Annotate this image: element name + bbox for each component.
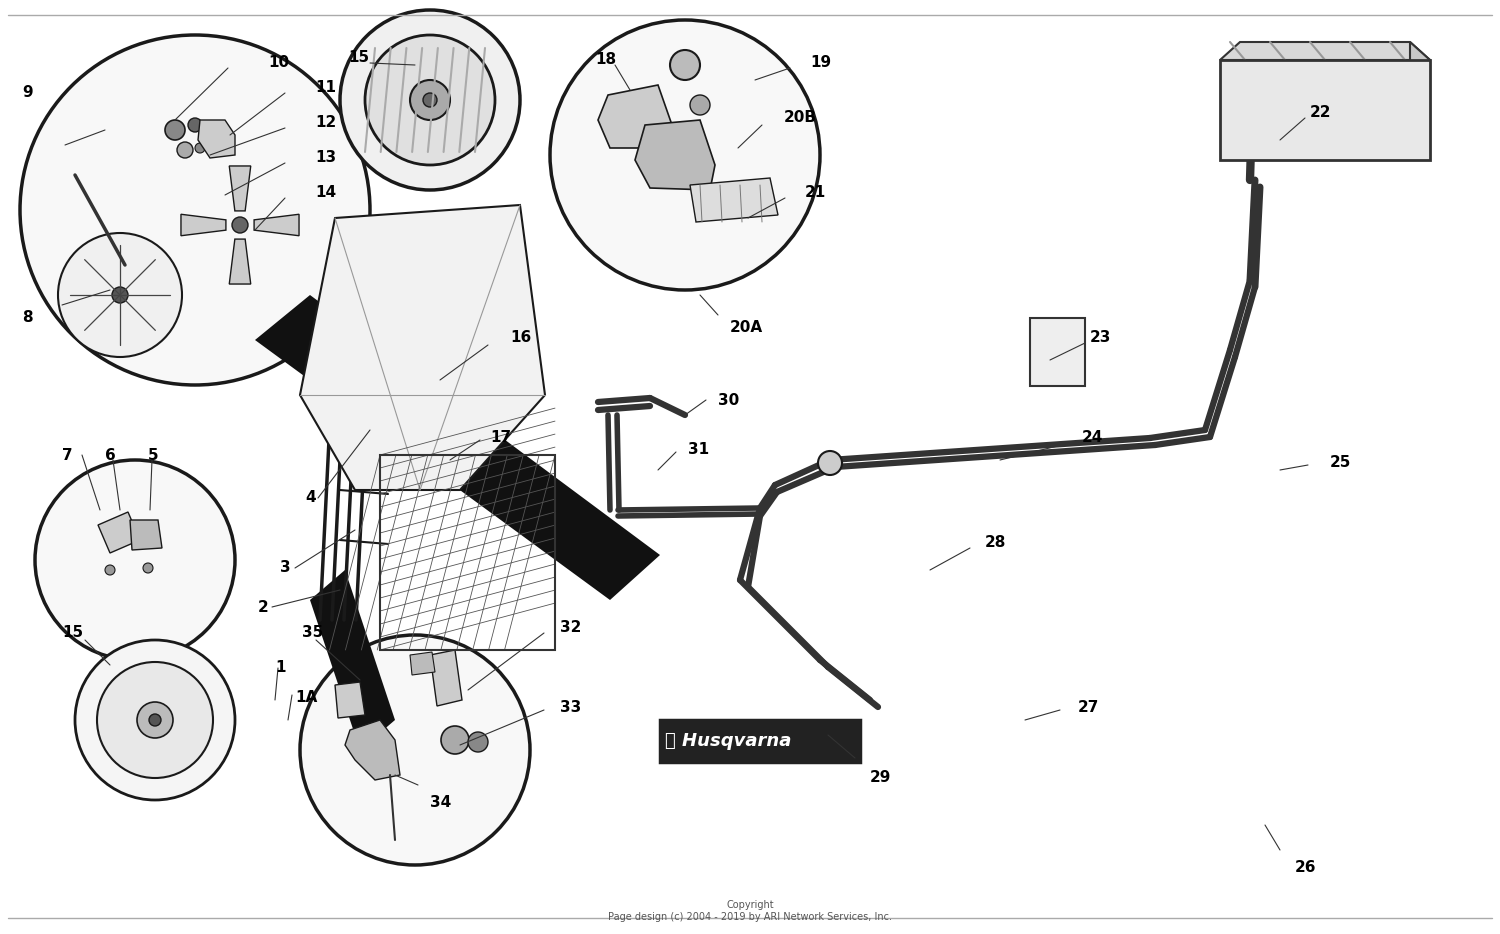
Text: ⓗ Husqvarna: ⓗ Husqvarna — [664, 732, 792, 750]
Text: 20B: 20B — [784, 110, 818, 125]
Text: 12: 12 — [315, 115, 336, 130]
Polygon shape — [598, 85, 672, 148]
Circle shape — [98, 662, 213, 778]
Text: 29: 29 — [870, 770, 891, 785]
Circle shape — [818, 451, 842, 475]
Circle shape — [20, 35, 370, 385]
Text: 34: 34 — [430, 795, 451, 810]
Text: 24: 24 — [1082, 430, 1104, 445]
Polygon shape — [334, 682, 364, 718]
Text: 8: 8 — [22, 310, 33, 325]
Circle shape — [550, 20, 820, 290]
Text: 13: 13 — [315, 150, 336, 165]
Circle shape — [410, 80, 450, 120]
Polygon shape — [130, 520, 162, 550]
Text: 15: 15 — [62, 625, 82, 640]
Polygon shape — [182, 214, 226, 235]
Polygon shape — [98, 512, 140, 553]
Text: 28: 28 — [986, 535, 1006, 550]
Text: 25: 25 — [1330, 455, 1352, 470]
Text: 22: 22 — [1310, 105, 1332, 120]
Text: 1A: 1A — [296, 690, 318, 705]
Text: 17: 17 — [490, 430, 512, 445]
Text: 35: 35 — [302, 625, 324, 640]
Polygon shape — [254, 214, 298, 235]
Circle shape — [195, 143, 206, 153]
Circle shape — [177, 142, 194, 158]
Bar — [1220, 60, 1430, 160]
Polygon shape — [198, 120, 236, 158]
Polygon shape — [300, 205, 544, 490]
Text: 30: 30 — [718, 393, 740, 408]
Text: 10: 10 — [268, 55, 290, 70]
Text: 21: 21 — [806, 185, 826, 200]
Polygon shape — [690, 178, 778, 222]
Circle shape — [690, 95, 709, 115]
Circle shape — [148, 714, 160, 726]
Text: 14: 14 — [315, 185, 336, 200]
Text: 31: 31 — [688, 442, 709, 457]
Bar — [660, 720, 859, 762]
Polygon shape — [430, 650, 462, 706]
Circle shape — [300, 635, 530, 865]
Polygon shape — [310, 570, 394, 750]
Text: 2: 2 — [258, 600, 268, 615]
Text: 16: 16 — [510, 330, 531, 345]
Text: 6: 6 — [105, 448, 116, 463]
Text: 7: 7 — [62, 448, 72, 463]
Polygon shape — [634, 120, 716, 190]
Circle shape — [142, 563, 153, 573]
Circle shape — [75, 640, 236, 800]
Text: 27: 27 — [1078, 700, 1100, 715]
Text: 1: 1 — [274, 660, 285, 675]
Text: 11: 11 — [315, 80, 336, 95]
Text: 32: 32 — [560, 620, 582, 635]
Text: 4: 4 — [304, 490, 315, 505]
Text: 26: 26 — [1294, 860, 1317, 875]
Circle shape — [232, 217, 248, 233]
Text: 33: 33 — [560, 700, 582, 715]
Circle shape — [105, 565, 116, 575]
Text: Copyright
Page design (c) 2004 - 2019 by ARI Network Services, Inc.: Copyright Page design (c) 2004 - 2019 by… — [608, 900, 892, 922]
Polygon shape — [255, 295, 660, 600]
Circle shape — [34, 460, 236, 660]
Circle shape — [58, 233, 182, 357]
Text: 18: 18 — [596, 52, 616, 67]
Text: 3: 3 — [280, 560, 291, 575]
Circle shape — [340, 10, 520, 190]
Polygon shape — [1410, 42, 1430, 160]
Circle shape — [136, 702, 172, 738]
Circle shape — [112, 287, 128, 303]
Polygon shape — [1220, 42, 1430, 60]
Text: 9: 9 — [22, 85, 33, 100]
Polygon shape — [410, 652, 435, 675]
Circle shape — [468, 732, 488, 752]
Circle shape — [364, 35, 495, 165]
Text: 19: 19 — [810, 55, 831, 70]
Circle shape — [423, 93, 436, 107]
Polygon shape — [230, 166, 251, 211]
Circle shape — [188, 118, 202, 132]
Polygon shape — [345, 720, 400, 780]
Circle shape — [165, 120, 184, 140]
Circle shape — [441, 726, 470, 754]
Text: 20A: 20A — [730, 320, 764, 335]
Text: 5: 5 — [148, 448, 159, 463]
Text: 15: 15 — [348, 50, 369, 65]
Text: 23: 23 — [1090, 330, 1112, 345]
Circle shape — [670, 50, 700, 80]
Polygon shape — [230, 239, 251, 284]
Bar — [380, 455, 555, 650]
Bar — [1030, 318, 1084, 386]
